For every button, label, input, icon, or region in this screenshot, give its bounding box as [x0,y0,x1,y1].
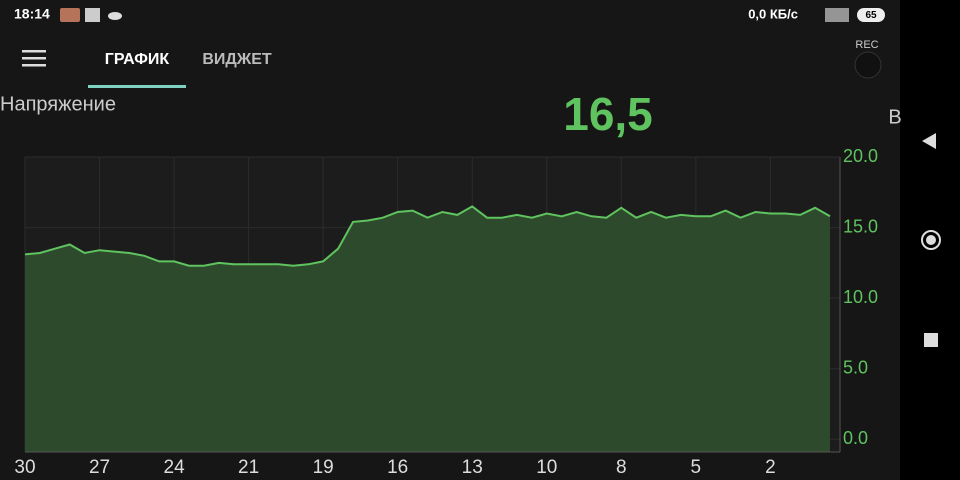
x-tick-label: 21 [238,457,259,478]
x-tick-label: 24 [164,457,186,478]
status-icon [108,12,122,20]
signal-icon [825,8,849,22]
menu-bar [22,64,46,67]
rec-button[interactable] [854,51,882,79]
battery-icon [857,8,885,22]
tab[interactable]: ВИДЖЕТ [202,51,272,68]
menu-bar [22,50,46,53]
y-tick-label: 10.0 [843,287,878,307]
plot: 30 27 24 21 19 16 13 10 8 5 20.05.010.015.020.0 [14,146,878,478]
status-icon [60,8,80,22]
rec-label: REC [855,39,878,51]
status-icon [85,8,100,22]
x-tick-label: 10 [536,457,557,478]
tab-indicator [88,85,186,88]
menu-bar [22,57,46,60]
x-tick-label: 19 [313,457,334,478]
home-button-dot [926,235,936,245]
line [24,205,831,267]
x-tick-label: 5 [691,457,702,478]
back-button[interactable] [922,133,936,149]
x-tick-label: 8 [616,457,627,478]
y-tick-label: 5.0 [843,357,868,377]
x-tick-label: 30 [14,457,35,478]
status-network: 0,0 КБ/с [748,6,798,21]
x-tick-label: 16 [387,457,408,478]
area [25,206,830,452]
x-tick-label: 2 [765,457,776,478]
battery-level: 65 [865,10,877,21]
home-button[interactable] [921,230,941,250]
tab[interactable]: ГРАФИК [105,51,170,68]
recents-button[interactable] [924,333,938,347]
chart-title: Напряжение [0,93,116,115]
y-tick-label: 20.0 [843,146,878,166]
menu-button[interactable] [22,50,46,67]
status-time: 18:14 [14,6,50,22]
y-tick-label: 0.0 [843,428,868,448]
x-tick-label: 27 [89,457,110,478]
unit: В [888,106,901,128]
current-value: 16,5 [563,88,653,140]
x-tick-label: 13 [462,457,483,478]
y-tick-label: 15.0 [843,216,878,236]
